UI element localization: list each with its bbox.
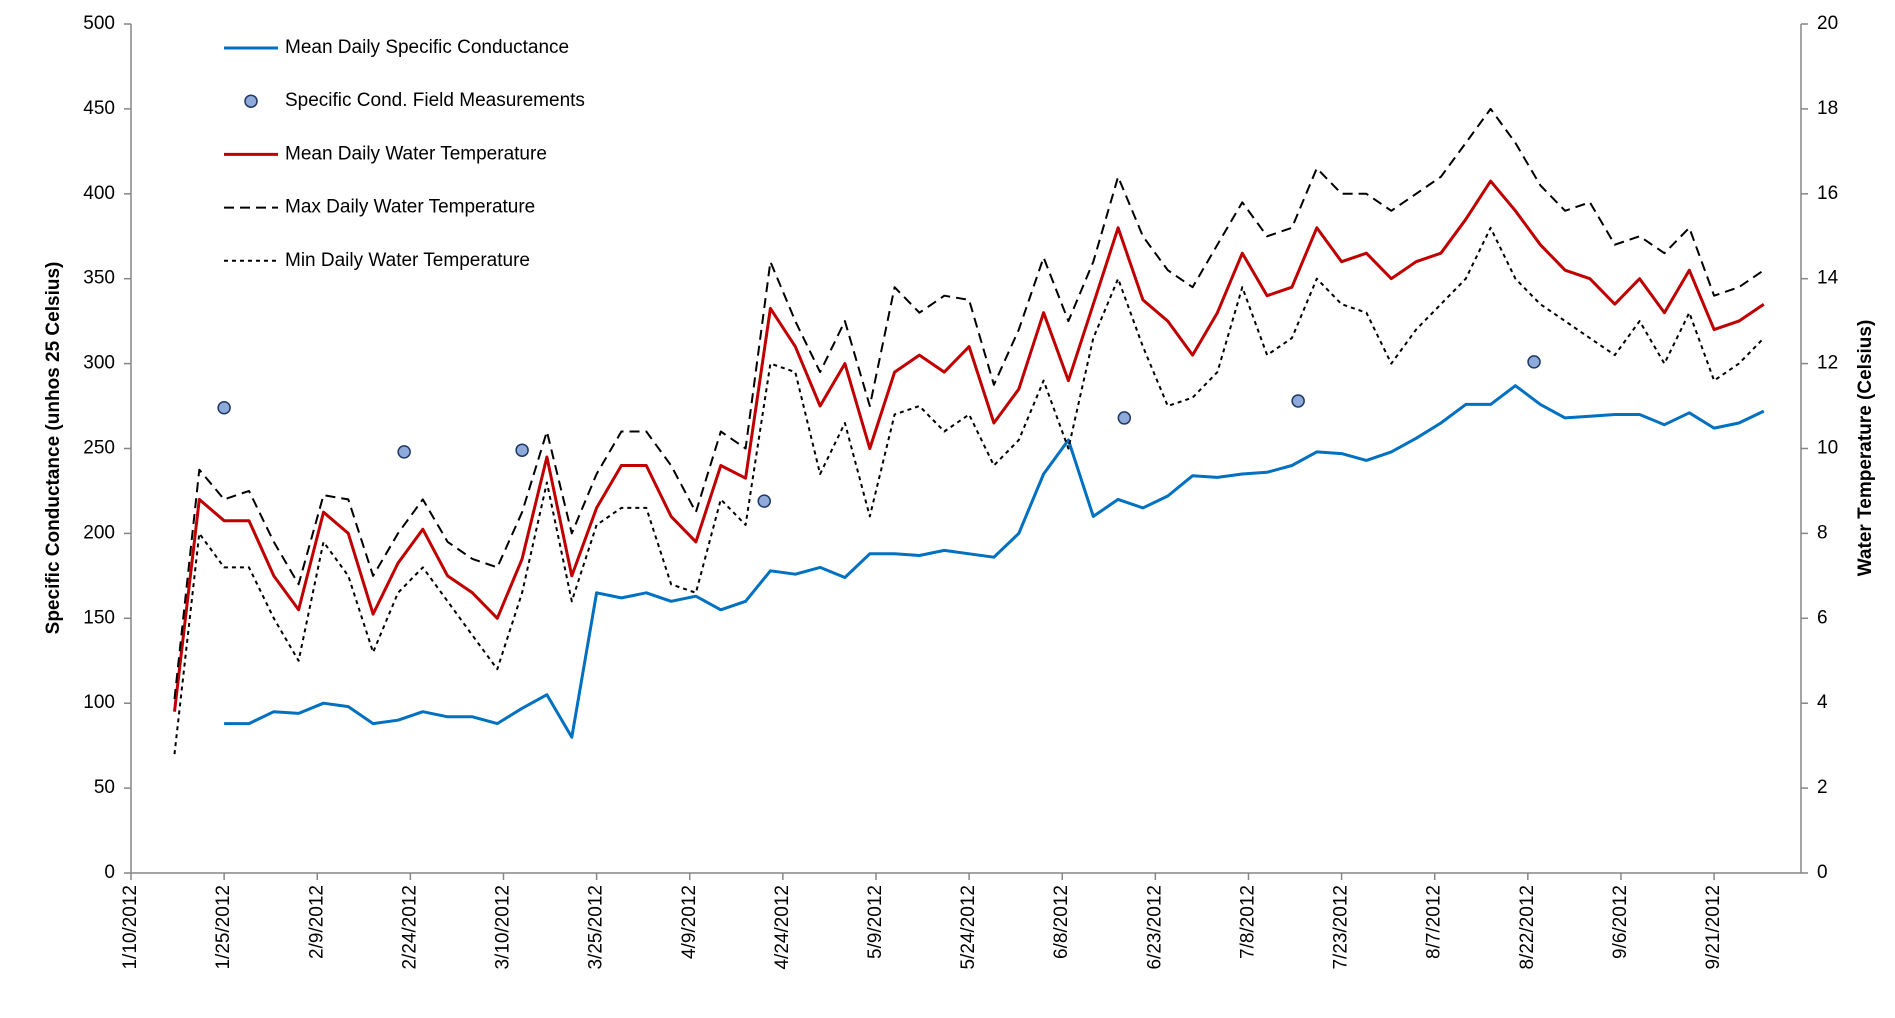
y2-tick-label: 6 bbox=[1817, 607, 1828, 628]
field-point bbox=[217, 400, 231, 415]
x-tick-label: 2/24/2012 bbox=[399, 885, 420, 970]
x-tick-label: 4/24/2012 bbox=[772, 885, 793, 970]
y2-tick-label: 12 bbox=[1817, 353, 1838, 374]
x-tick-label: 9/21/2012 bbox=[1703, 885, 1724, 970]
y-axis-label: Specific Conductance (unhos 25 Celsius) bbox=[43, 262, 64, 635]
series-line bbox=[224, 384, 1765, 739]
x-tick-label: 5/9/2012 bbox=[865, 885, 886, 959]
x-tick-label: 4/9/2012 bbox=[679, 885, 700, 959]
y2-tick-label: 18 bbox=[1817, 98, 1838, 119]
y2-tick-label: 8 bbox=[1817, 522, 1828, 543]
legend-label: Min Daily Water Temperature bbox=[285, 250, 530, 271]
x-tick-label: 5/24/2012 bbox=[958, 885, 979, 970]
legend-label: Specific Cond. Field Measurements bbox=[285, 90, 585, 111]
y-tick-label: 200 bbox=[83, 522, 115, 543]
y2-tick-label: 20 bbox=[1817, 13, 1838, 34]
legend-label: Mean Daily Water Temperature bbox=[285, 143, 547, 164]
field-point bbox=[397, 445, 411, 459]
x-tick-label: 9/6/2012 bbox=[1610, 885, 1631, 959]
x-tick-label: 3/10/2012 bbox=[493, 885, 514, 970]
y-tick-label: 450 bbox=[83, 98, 115, 119]
y2-tick-label: 16 bbox=[1817, 183, 1838, 204]
y2-tick-label: 10 bbox=[1817, 438, 1838, 459]
x-tick-label: 8/22/2012 bbox=[1517, 885, 1538, 970]
y-tick-label: 350 bbox=[83, 268, 115, 289]
y-tick-label: 300 bbox=[83, 353, 115, 374]
legend-marker bbox=[244, 94, 258, 108]
y2-tick-label: 0 bbox=[1817, 862, 1828, 883]
field-point bbox=[1527, 355, 1541, 369]
y-tick-label: 150 bbox=[83, 607, 115, 628]
x-tick-label: 8/7/2012 bbox=[1424, 885, 1445, 959]
x-tick-label: 6/23/2012 bbox=[1144, 885, 1165, 970]
x-tick-label: 1/25/2012 bbox=[213, 885, 234, 970]
y-tick-label: 100 bbox=[83, 692, 115, 713]
series-line bbox=[173, 107, 1765, 700]
field-point bbox=[757, 494, 771, 508]
series-line bbox=[173, 179, 1765, 712]
x-tick-label: 6/8/2012 bbox=[1051, 885, 1072, 959]
y-tick-label: 250 bbox=[83, 438, 115, 459]
legend-label: Max Daily Water Temperature bbox=[285, 197, 535, 218]
x-tick-label: 7/23/2012 bbox=[1331, 885, 1352, 970]
y2-tick-label: 14 bbox=[1817, 268, 1839, 289]
y-tick-label: 500 bbox=[83, 13, 115, 34]
x-tick-label: 3/25/2012 bbox=[586, 885, 607, 970]
x-tick-label: 1/10/2012 bbox=[120, 885, 141, 970]
field-point bbox=[1291, 394, 1305, 408]
field-point bbox=[515, 443, 529, 457]
y-tick-label: 400 bbox=[83, 183, 115, 204]
y2-tick-label: 2 bbox=[1817, 777, 1828, 798]
y2-tick-label: 4 bbox=[1817, 692, 1828, 713]
legend-label: Mean Daily Specific Conductance bbox=[285, 37, 569, 58]
y2-axis-label: Water Temperature (Celsius) bbox=[1855, 320, 1876, 577]
x-tick-label: 7/8/2012 bbox=[1237, 885, 1258, 959]
series-line bbox=[173, 226, 1765, 755]
x-tick-label: 2/9/2012 bbox=[306, 885, 327, 959]
y-tick-label: 50 bbox=[94, 777, 115, 798]
y-tick-label: 0 bbox=[104, 862, 115, 883]
field-point bbox=[1117, 411, 1132, 425]
